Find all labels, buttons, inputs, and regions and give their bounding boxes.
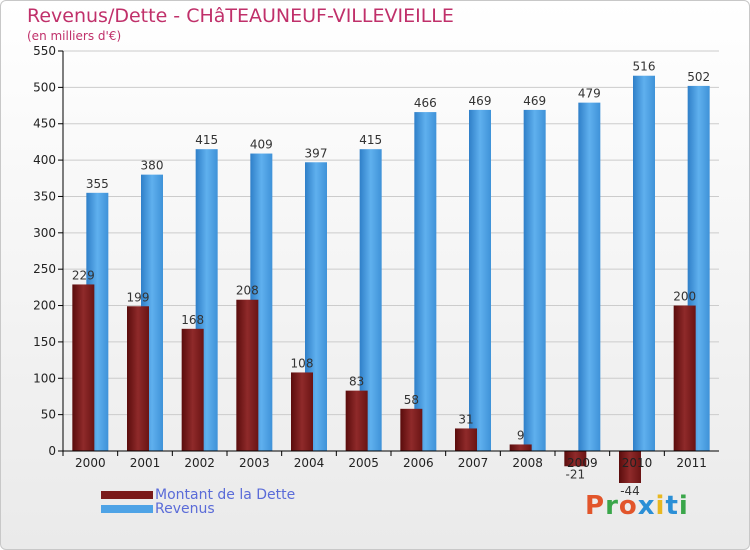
data-label-dette: -44 [620,484,640,498]
proxiti-logo: Proxiti [585,491,689,521]
data-label-dette: 199 [127,290,150,304]
data-label-dette: 58 [404,393,419,407]
legend-swatch-revenus [101,505,153,513]
bar-dette [345,390,368,451]
x-tick-label: 2002 [184,456,215,470]
x-tick-label: 2008 [512,456,543,470]
data-label-revenus: 466 [414,96,437,110]
bar-dette [181,328,204,451]
legend-label-revenus: Revenus [155,501,215,517]
y-tick-label: 300 [33,226,56,240]
data-label-revenus: 415 [195,133,218,147]
y-tick-label: 0 [48,444,56,458]
x-tick-label: 2011 [676,456,707,470]
data-label-dette: 31 [458,412,473,426]
y-tick-label: 150 [33,335,56,349]
legend-item-dette: Montant de la Dette [101,487,295,503]
bar-dette [619,451,641,483]
chart-subtitle: (en milliers d'€) [27,29,122,43]
y-tick-label: 350 [33,189,56,203]
x-tick-label: 2004 [294,456,325,470]
y-tick-label: 400 [33,153,56,167]
y-tick-label: 500 [33,80,56,94]
x-tick-label: 2007 [458,456,489,470]
data-label-revenus: 469 [469,94,492,108]
data-label-revenus: 409 [250,138,273,152]
bar-revenus [469,109,491,451]
bar-revenus [523,109,546,451]
data-label-revenus: 397 [305,146,328,160]
legend-label-dette: Montant de la Dette [155,487,296,503]
bar-dette [72,284,95,451]
data-label-dette: 9 [517,428,525,442]
data-label-revenus: 479 [578,87,601,101]
x-tick-label: 2010 [622,456,653,470]
chart-title: Revenus/Dette - CHâTEAUNEUF-VILLEVIEILLE [27,5,454,27]
y-tick-label: 250 [33,262,56,276]
data-label-dette: 168 [181,313,204,327]
x-tick-label: 2001 [130,456,161,470]
x-tick-label: 2003 [239,456,270,470]
data-label-revenus: 415 [359,133,382,147]
bar-dette [564,451,587,467]
data-label-dette: 200 [673,290,696,304]
data-label-dette: -21 [566,467,586,481]
data-label-revenus: 502 [687,70,710,84]
y-tick-label: 200 [33,299,56,313]
data-label-revenus: 355 [86,177,109,191]
bar-dette [455,428,477,451]
y-tick-label: 450 [33,117,56,131]
bar-revenus [633,75,655,452]
bar-dette [400,408,423,451]
data-label-dette: 208 [236,284,259,298]
y-tick-label: 50 [41,408,56,422]
bar-dette [236,299,259,451]
bar-dette [673,305,696,451]
x-tick-label: 2005 [348,456,379,470]
legend-item-revenus: Revenus [101,501,215,517]
data-label-revenus: 516 [633,60,656,74]
bar-dette [127,306,149,451]
x-tick-label: 2006 [403,456,434,470]
y-tick-label: 550 [33,44,56,58]
bar-dette [509,444,532,451]
bar-revenus [578,102,601,452]
data-label-dette: 83 [349,375,364,389]
data-label-dette: 229 [72,268,95,282]
x-tick-label: 2009 [567,456,598,470]
y-tick-label: 100 [33,371,56,385]
data-label-revenus: 469 [523,94,546,108]
bar-dette [291,372,313,451]
bar-revenus [359,149,382,451]
data-label-dette: 108 [291,356,314,370]
data-label-revenus: 380 [141,159,164,173]
bar-revenus [414,112,437,451]
x-tick-label: 2000 [75,456,106,470]
legend-swatch-dette [101,491,153,499]
